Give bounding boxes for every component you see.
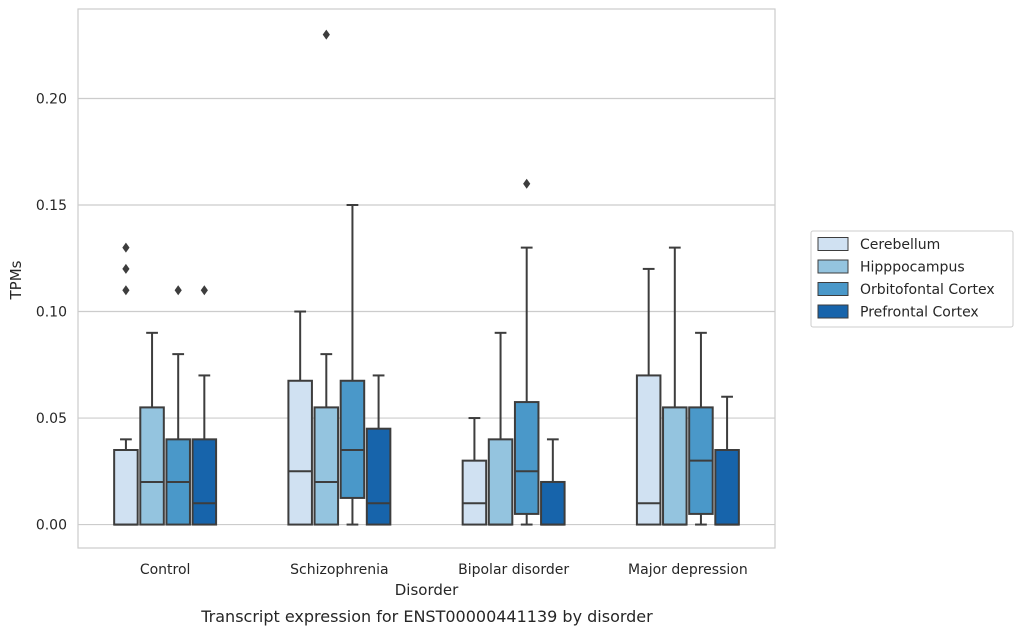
box-iqr [714, 449, 740, 526]
legend-label: Cerebellum [860, 237, 940, 253]
y-axis-label: TPMs [7, 260, 25, 300]
box-prefrontal-cortex-schizophrenia [365, 374, 392, 526]
legend-swatch [817, 304, 849, 319]
box-cerebellum-control [113, 242, 139, 526]
box-prefrontal-cortex-bipolar-disorder [540, 438, 566, 526]
box-iqr [313, 406, 340, 526]
y-tick-label: 0.00 [36, 518, 67, 534]
x-tick-label: Bipolar disorder [458, 562, 569, 578]
outlier-point [174, 285, 182, 296]
box-iqr [540, 480, 566, 526]
legend-swatch [817, 237, 849, 251]
box-iqr [139, 406, 165, 526]
box-iqr [662, 406, 688, 526]
x-axis-label: Disorder [395, 581, 459, 599]
box-iqr [191, 438, 218, 526]
outlier-point [122, 285, 130, 296]
y-tick-label: 0.20 [36, 91, 67, 107]
box-cerebellum-major-depression [635, 267, 662, 526]
box-iqr [287, 379, 313, 526]
boxes [113, 29, 740, 526]
box-orbitofontal-cortex-schizophrenia [339, 204, 366, 526]
x-tick-label: Schizophrenia [290, 562, 388, 578]
box-hipppocampus-bipolar-disorder [487, 331, 514, 526]
box-hipppocampus-schizophrenia [313, 29, 340, 526]
y-tick-label: 0.10 [36, 305, 67, 321]
box-hipppocampus-control [139, 331, 165, 526]
box-cerebellum-schizophrenia [287, 310, 313, 526]
plot-area [77, 8, 776, 549]
x-axis: Control Schizophrenia Bipolar disorder Majo… [140, 562, 748, 578]
box-iqr [365, 427, 392, 526]
box-iqr [513, 401, 540, 515]
box-prefrontal-cortex-major-depression [714, 395, 740, 526]
box-iqr [461, 459, 488, 526]
outlier-point [523, 178, 531, 189]
outlier-point [322, 29, 330, 40]
outlier-point [122, 242, 130, 253]
box-prefrontal-cortex-control [191, 285, 218, 526]
chart-caption: Transcript expression for ENST0000044113… [200, 607, 653, 626]
box-hipppocampus-major-depression [662, 246, 688, 526]
box-iqr [113, 449, 139, 526]
box-orbitofontal-cortex-control [165, 285, 191, 526]
outlier-point [122, 263, 130, 274]
box-orbitofontal-cortex-bipolar-disorder [513, 178, 540, 526]
legend-label: Orbitofontal Cortex [860, 282, 995, 298]
box-iqr [635, 374, 662, 526]
box-cerebellum-bipolar-disorder [461, 417, 488, 526]
y-axis: 0.00 0.05 0.10 0.15 0.20 [36, 91, 67, 533]
y-tick-label: 0.15 [36, 198, 67, 214]
legend-label: Hipppocampus [860, 260, 965, 276]
x-tick-label: Control [140, 562, 191, 578]
legend: Cerebellum Hipppocampus Orbitofontal Corte… [810, 230, 1014, 328]
box-iqr [487, 438, 514, 526]
box-orbitofontal-cortex-major-depression [688, 331, 714, 526]
legend-swatch [817, 282, 849, 296]
legend-label: Prefrontal Cortex [860, 305, 979, 321]
box-iqr [339, 379, 366, 499]
x-tick-label: Major depression [628, 562, 748, 578]
legend-frame [810, 230, 1014, 328]
y-tick-label: 0.05 [36, 411, 67, 427]
outlier-point [200, 285, 208, 296]
legend-swatch [817, 259, 849, 274]
